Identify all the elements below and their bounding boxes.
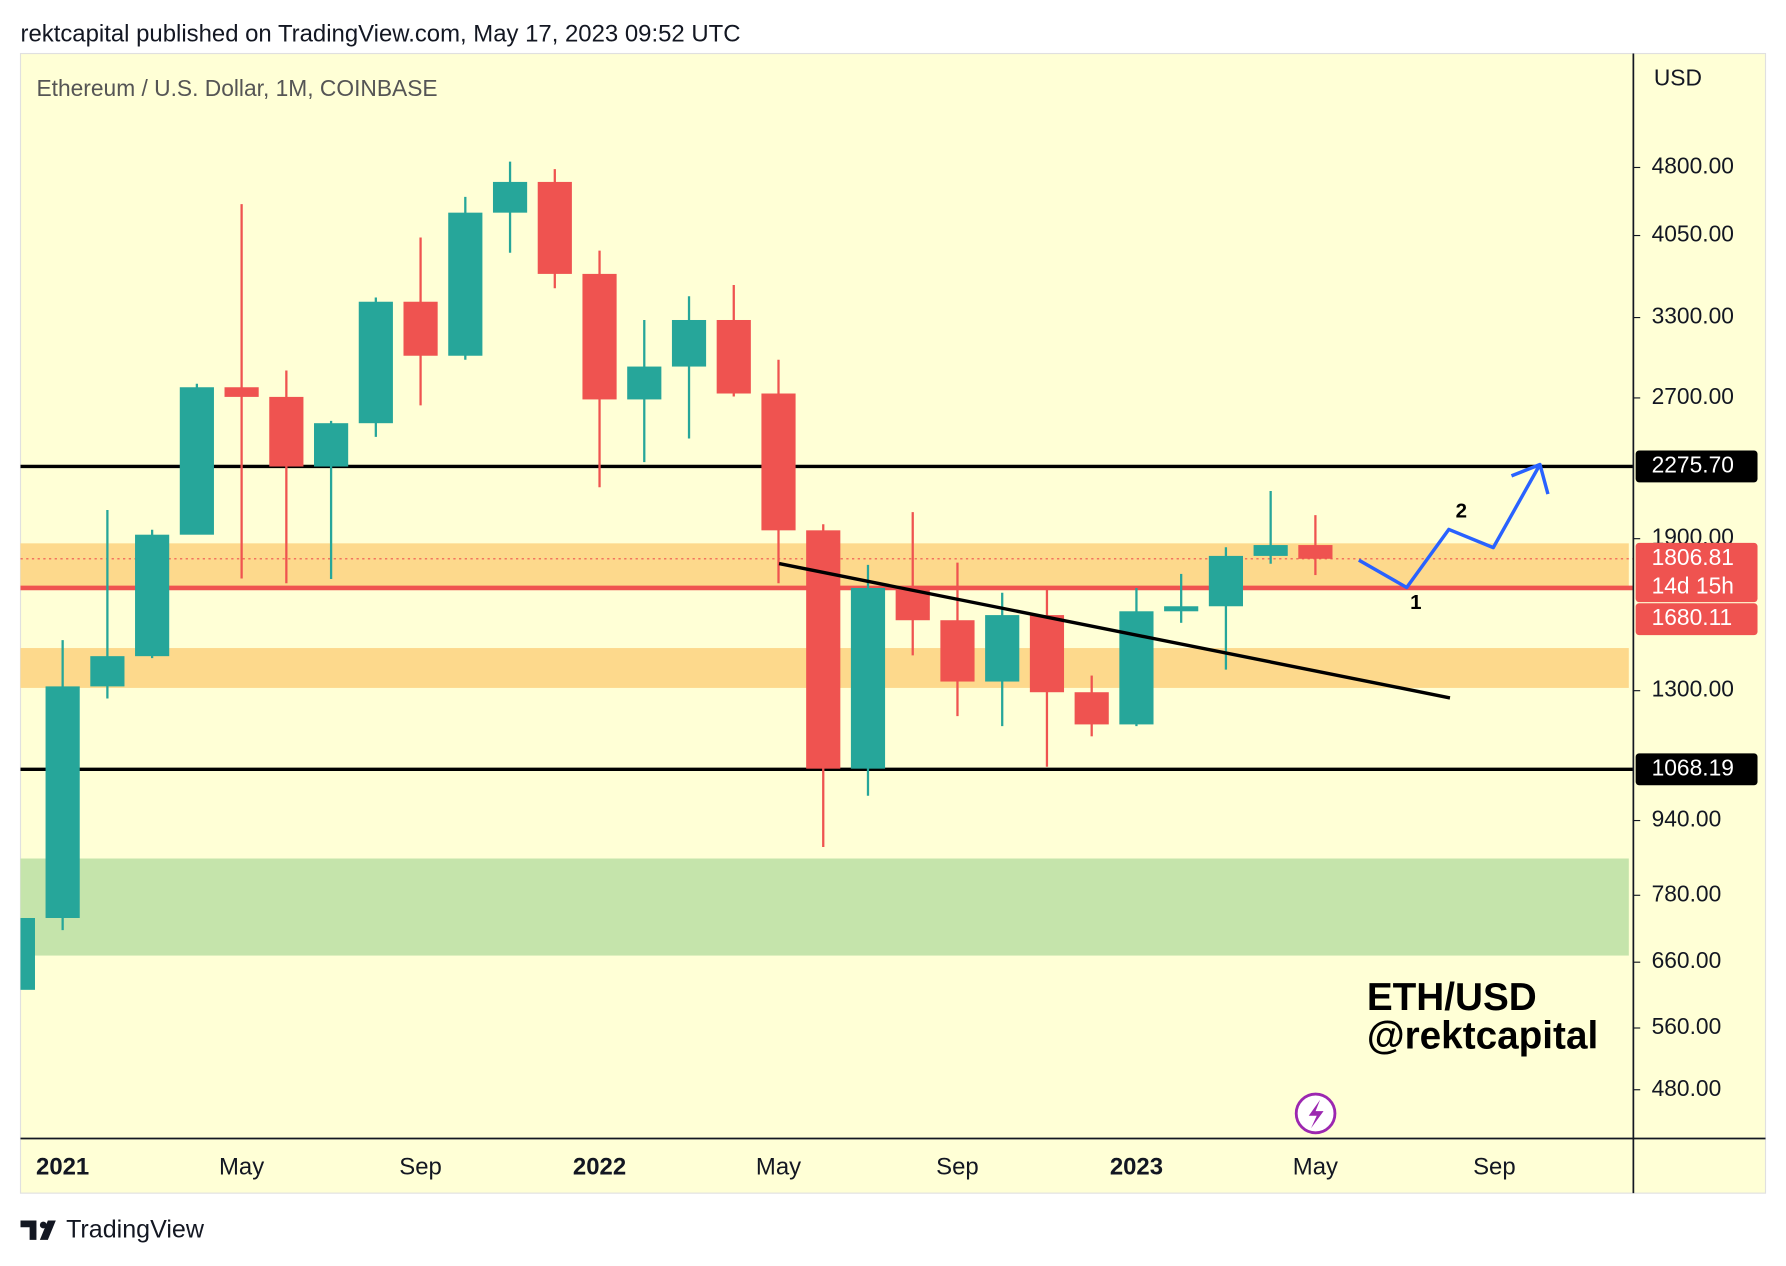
price-label-box xyxy=(1635,603,1758,636)
logo-mark xyxy=(20,1220,56,1240)
candle-body xyxy=(358,301,393,424)
candle-body xyxy=(1298,545,1333,559)
candle-body xyxy=(850,587,886,769)
x-tick-label: May xyxy=(1293,1153,1338,1180)
candle-body xyxy=(1164,606,1199,612)
point-label: 1 xyxy=(1410,591,1421,614)
candle-body xyxy=(135,534,170,657)
trendline xyxy=(778,561,1451,700)
y-tick-label: 660.00 xyxy=(1652,947,1722,973)
chart-frame xyxy=(19,52,1767,1194)
y-tick-label: 780.00 xyxy=(1652,880,1722,906)
candle-body xyxy=(45,686,80,918)
point-label: 2 xyxy=(1456,500,1467,523)
x-tick-label: 2023 xyxy=(1110,1153,1163,1180)
y-tick-label: 3300.00 xyxy=(1652,303,1734,329)
x-tick-label: 2021 xyxy=(36,1153,89,1180)
candle-body xyxy=(1119,611,1154,725)
price-label: 1680.11 xyxy=(1652,604,1733,630)
candle-body xyxy=(985,615,1020,682)
candle-body xyxy=(314,423,349,467)
brand-logo xyxy=(20,1220,56,1240)
y-tick-label: 1300.00 xyxy=(1652,676,1734,702)
candle-body xyxy=(20,917,35,990)
price-label: 2275.70 xyxy=(1652,451,1734,477)
x-tick-label: Sep xyxy=(936,1153,979,1180)
x-tick-label: May xyxy=(219,1153,264,1180)
candle-body xyxy=(582,273,617,400)
candle-body xyxy=(179,387,214,535)
candle-body xyxy=(90,656,125,687)
price-label: 1806.81 xyxy=(1652,544,1734,570)
watermark: ETH/USD xyxy=(1367,976,1537,1019)
candle-body xyxy=(403,301,438,356)
candle-body xyxy=(224,387,259,397)
watermark: @rektcapital xyxy=(1367,1015,1598,1058)
y-axis-label: USD xyxy=(1654,65,1702,91)
y-tick-label: 560.00 xyxy=(1652,1013,1722,1039)
y-tick-label: 4800.00 xyxy=(1652,153,1734,179)
candle-body xyxy=(940,620,975,682)
candle-body xyxy=(1253,545,1288,556)
candle-body xyxy=(806,530,841,769)
candle-body xyxy=(537,181,572,274)
y-tick-label: 940.00 xyxy=(1652,806,1722,832)
candles xyxy=(20,161,1333,990)
x-tick-label: 2022 xyxy=(573,1153,626,1180)
icon-bolt xyxy=(1308,1099,1324,1129)
brand-name: TradingView xyxy=(66,1215,205,1243)
price-label-box xyxy=(1635,542,1758,603)
price-label-countdown: 14d 15h xyxy=(1652,572,1734,598)
candle-body xyxy=(1074,692,1109,725)
y-tick-label: 2700.00 xyxy=(1652,383,1734,409)
x-axis: 2021 May Sep 2022 May Sep 2023 May Sep xyxy=(36,1153,1516,1180)
candle-body xyxy=(1029,615,1065,693)
logo-dot xyxy=(39,1221,47,1229)
x-tick-label: Sep xyxy=(1473,1153,1516,1180)
price-label: 1068.19 xyxy=(1652,754,1734,780)
candle-body xyxy=(716,319,751,394)
candle-body xyxy=(671,319,707,367)
projection-arrowhead xyxy=(1510,462,1550,495)
candle-body xyxy=(269,396,304,467)
zone xyxy=(20,858,1629,956)
x-tick-label: Sep xyxy=(399,1153,442,1180)
candle-body xyxy=(627,366,662,400)
lightning-icon xyxy=(1294,1092,1337,1135)
projection-path xyxy=(1358,463,1542,590)
chart-title: Ethereum / U.S. Dollar, 1M, COINBASE xyxy=(36,75,437,101)
y-tick-label: 4050.00 xyxy=(1652,221,1734,247)
y-tick-label: 480.00 xyxy=(1652,1075,1722,1101)
projection xyxy=(1358,462,1550,590)
candle-body xyxy=(448,212,483,356)
price-label-box xyxy=(1635,450,1758,483)
candle-body xyxy=(761,393,796,531)
x-tick-label: May xyxy=(756,1153,801,1180)
publish-header: rektcapital published on TradingView.com… xyxy=(21,21,741,48)
candle-body xyxy=(492,181,528,213)
price-label-box xyxy=(1635,753,1758,786)
candle-body xyxy=(1208,555,1244,607)
